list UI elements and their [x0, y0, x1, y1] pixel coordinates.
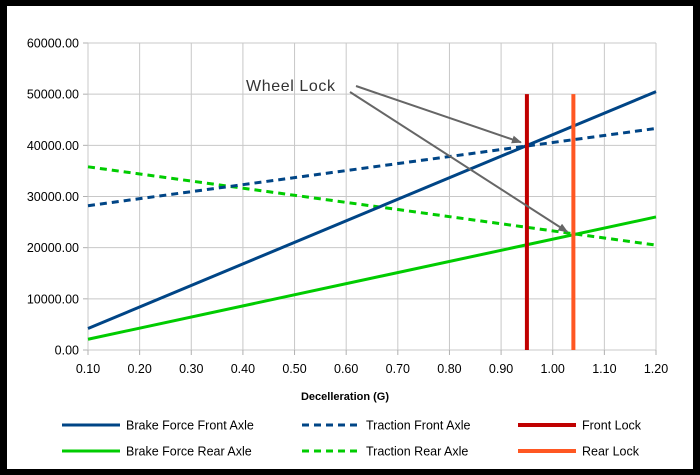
legend-label: Rear Lock — [582, 445, 640, 459]
y-tick-label: 60000.00 — [27, 37, 79, 51]
x-tick-label: 1.10 — [592, 362, 616, 376]
legend-label: Traction Front Axle — [366, 419, 470, 433]
legend-label: Brake Force Rear Axle — [126, 445, 252, 459]
x-axis-title: Decelleration (G) — [301, 391, 389, 403]
x-tick-label: 0.10 — [76, 362, 100, 376]
annotation: Wheel Lock — [246, 78, 569, 233]
y-tick-label: 20000.00 — [27, 241, 79, 255]
x-tick-label: 0.70 — [386, 362, 410, 376]
wheel-lock-label: Wheel Lock — [246, 78, 336, 95]
x-tick-label: 0.90 — [489, 362, 513, 376]
series-line-brake-force-rear-axle — [87, 215, 657, 341]
x-tick-label: 0.50 — [282, 362, 306, 376]
y-tick-labels: 0.00 10000.00 20000.00 30000.00 40000.00 5000… — [27, 37, 79, 358]
y-tick-label: 0.00 — [55, 344, 79, 358]
legend-label: Front Lock — [582, 419, 642, 433]
x-tick-label: 1.00 — [541, 362, 565, 376]
annotation-arrow — [349, 91, 569, 233]
legend-label: Brake Force Front Axle — [126, 419, 254, 433]
y-tick-label: 30000.00 — [27, 190, 79, 204]
x-tick-label: 0.20 — [127, 362, 151, 376]
annotation-arrow — [355, 85, 522, 144]
gridlines — [83, 42, 657, 355]
series-line-brake-force-front-axle — [87, 90, 657, 330]
x-tick-label: 0.30 — [179, 362, 203, 376]
legend: Brake Force Front Axle Traction Front Axl… — [62, 419, 642, 459]
x-tick-label: 1.20 — [644, 362, 668, 376]
x-tick-label: 0.40 — [231, 362, 255, 376]
series-line-traction-front-axle — [87, 126, 657, 208]
x-tick-label: 0.80 — [437, 362, 461, 376]
x-tick-label: 0.60 — [334, 362, 358, 376]
y-tick-label: 50000.00 — [27, 88, 79, 102]
series-lines — [87, 90, 657, 350]
x-tick-labels: 0.10 0.20 0.30 0.40 0.50 0.60 0.70 0.80 0.90 1.00… — [76, 362, 668, 376]
legend-label: Traction Rear Axle — [366, 445, 468, 459]
series-line-traction-rear-axle — [87, 165, 657, 247]
y-tick-label: 40000.00 — [27, 139, 79, 153]
y-tick-label: 10000.00 — [27, 292, 79, 306]
